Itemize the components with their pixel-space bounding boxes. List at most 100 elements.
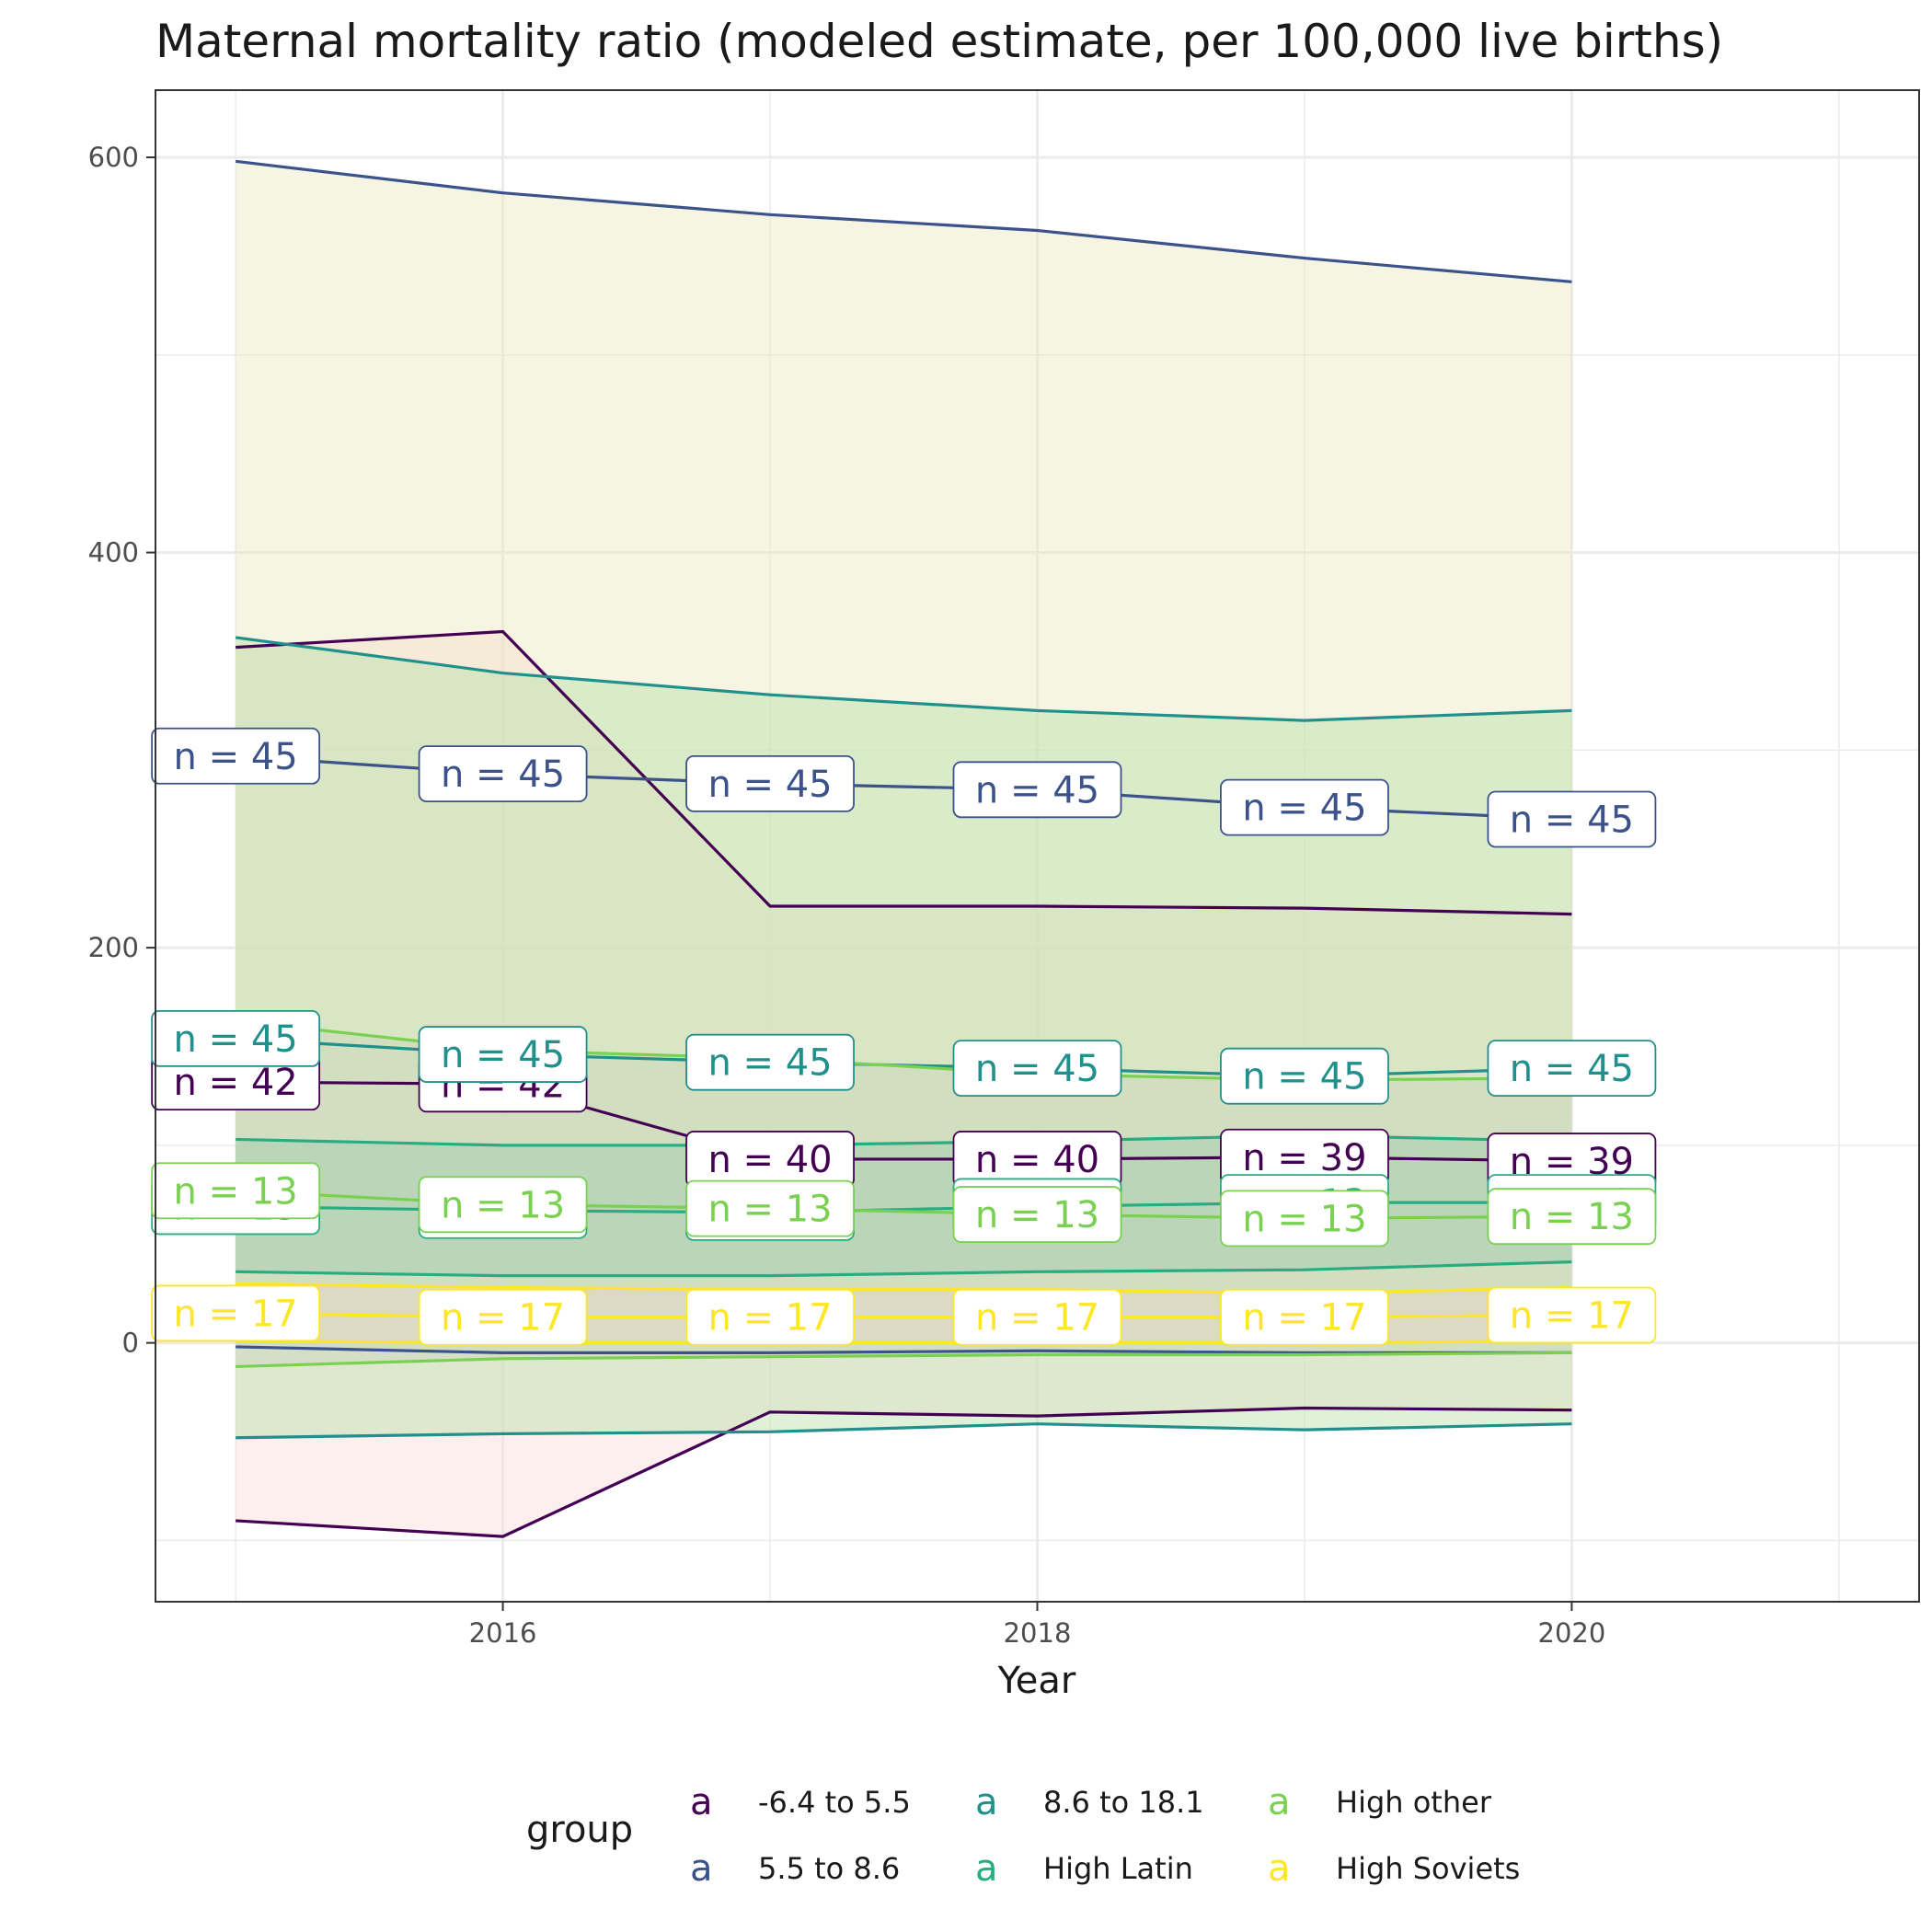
y-tick-label: 400 <box>88 537 139 569</box>
series-1-lower-line <box>236 1406 1572 1538</box>
data-label-box <box>952 761 1122 819</box>
data-label: n = 17 <box>685 1288 855 1346</box>
data-label-text: n = 13 <box>707 1189 832 1231</box>
data-label-box <box>952 1288 1122 1346</box>
data-label-box <box>418 1176 588 1234</box>
data-label-text: n = 13 <box>174 1170 298 1213</box>
data-label: n = 45 <box>1220 778 1389 836</box>
data-label: n = 13 <box>685 1179 855 1237</box>
data-label: n = 17 <box>151 1284 321 1342</box>
data-label-text: n = 40 <box>975 1139 1099 1181</box>
series-2-lower-line <box>236 1345 1572 1354</box>
data-label-box <box>1487 1188 1657 1246</box>
data-label-text: n = 45 <box>1242 788 1366 830</box>
data-label-text: n = 42 <box>174 1062 298 1104</box>
data-label-box <box>685 754 855 812</box>
data-label-box <box>1220 778 1389 836</box>
data-label-box <box>151 1010 321 1067</box>
legend-key-glyph: a <box>690 1847 713 1890</box>
data-label-box <box>1487 1286 1657 1344</box>
legend-label: High Latin <box>1043 1851 1193 1886</box>
data-label-text: n = 13 <box>441 1184 565 1226</box>
data-label-box <box>1220 1288 1389 1346</box>
data-label-text: n = 45 <box>707 1042 832 1085</box>
legend-item: a High Latin <box>975 1847 1193 1890</box>
data-labels: n = 42 n = 42n = 40 n = 40 n = 39 n = 39n = … <box>151 727 1657 1346</box>
data-label-text: n = 45 <box>1242 1056 1366 1098</box>
data-label: n = 45 <box>952 761 1122 819</box>
data-label-text: n = 17 <box>975 1297 1099 1340</box>
data-label-box <box>1487 1040 1657 1098</box>
data-label: n = 13 <box>418 1176 588 1234</box>
data-label-box <box>418 745 588 803</box>
data-label-box <box>685 1179 855 1237</box>
legend-key-glyph: a <box>1268 1847 1291 1890</box>
data-label-box <box>952 1040 1122 1098</box>
legend-label: 8.6 to 18.1 <box>1043 1785 1204 1820</box>
legend-key-glyph: a <box>690 1781 713 1823</box>
data-label-box <box>151 1284 321 1342</box>
data-label: n = 45 <box>151 1010 321 1067</box>
data-label: n = 13 <box>952 1186 1122 1243</box>
legend-item: a High Soviets <box>1268 1847 1520 1890</box>
series-3-upper-line <box>235 636 1572 722</box>
x-tick-label: 2020 <box>1538 1617 1606 1649</box>
legend-label: High Soviets <box>1336 1851 1520 1886</box>
data-label-box <box>685 1288 855 1346</box>
data-label-text: n = 45 <box>174 1018 298 1061</box>
data-label-text: n = 45 <box>975 769 1099 811</box>
data-label: n = 45 <box>1487 1040 1657 1098</box>
data-label: n = 45 <box>151 727 321 785</box>
legend-item: a 5.5 to 8.6 <box>690 1847 900 1890</box>
data-label: n = 17 <box>952 1288 1122 1346</box>
x-tick-label: 2018 <box>1004 1617 1072 1649</box>
data-label: n = 17 <box>1487 1286 1657 1344</box>
data-label-text: n = 39 <box>1242 1137 1366 1179</box>
data-label-box <box>418 1026 588 1083</box>
legend-label: High other <box>1336 1785 1492 1820</box>
data-label-text: n = 45 <box>441 753 565 796</box>
series-2-upper-line <box>235 159 1572 283</box>
data-label-text: n = 45 <box>174 736 298 778</box>
data-label: n = 45 <box>685 754 855 812</box>
data-label-text: n = 13 <box>1510 1196 1634 1238</box>
data-label-box <box>685 1033 855 1091</box>
data-label-text: n = 40 <box>707 1139 832 1181</box>
data-label-box <box>151 727 321 785</box>
data-label-box <box>1220 1190 1389 1248</box>
legend-item: a -6.4 to 5.5 <box>690 1781 911 1823</box>
series-5-lower-line <box>236 1351 1572 1369</box>
data-label-text: n = 45 <box>1510 799 1634 842</box>
y-tick-label: 200 <box>88 932 139 963</box>
data-label-box <box>418 1288 588 1346</box>
data-label: n = 45 <box>1487 790 1657 848</box>
data-label-text: n = 45 <box>1510 1048 1634 1090</box>
data-label: n = 45 <box>952 1040 1122 1098</box>
data-label-text: n = 17 <box>1242 1297 1366 1340</box>
data-label: n = 45 <box>418 745 588 803</box>
data-label-box <box>151 1162 321 1220</box>
data-label-text: n = 45 <box>975 1048 1099 1090</box>
data-label: n = 45 <box>1220 1047 1389 1105</box>
legend-label: -6.4 to 5.5 <box>758 1785 911 1820</box>
data-label-text: n = 17 <box>707 1297 832 1340</box>
series-1-upper-line <box>236 629 1572 916</box>
data-label: n = 39 <box>1220 1128 1389 1186</box>
y-tick-label: 0 <box>122 1328 139 1359</box>
data-label-text: n = 45 <box>441 1034 565 1076</box>
legend-key-glyph: a <box>1268 1781 1291 1823</box>
legend-item: a High other <box>1268 1781 1492 1823</box>
data-label: n = 40 <box>952 1131 1122 1188</box>
data-label-box <box>1220 1047 1389 1105</box>
data-label: n = 13 <box>1487 1188 1657 1246</box>
axes: 0 200 400 600 2016 2018 2020 <box>88 142 1606 1649</box>
data-label-box <box>952 1186 1122 1243</box>
x-tick-label: 2016 <box>469 1617 537 1649</box>
series-4-lower-line <box>236 1259 1572 1278</box>
data-label: n = 17 <box>1220 1288 1389 1346</box>
series-3-lower-line <box>236 1422 1572 1440</box>
data-label-text: n = 13 <box>1242 1198 1366 1240</box>
legend: group a -6.4 to 5.5 a 5.5 to 8.6 a 8.6 to 18.1… <box>526 1781 1520 1890</box>
data-label: n = 13 <box>151 1162 321 1220</box>
legend-label: 5.5 to 8.6 <box>758 1851 900 1886</box>
